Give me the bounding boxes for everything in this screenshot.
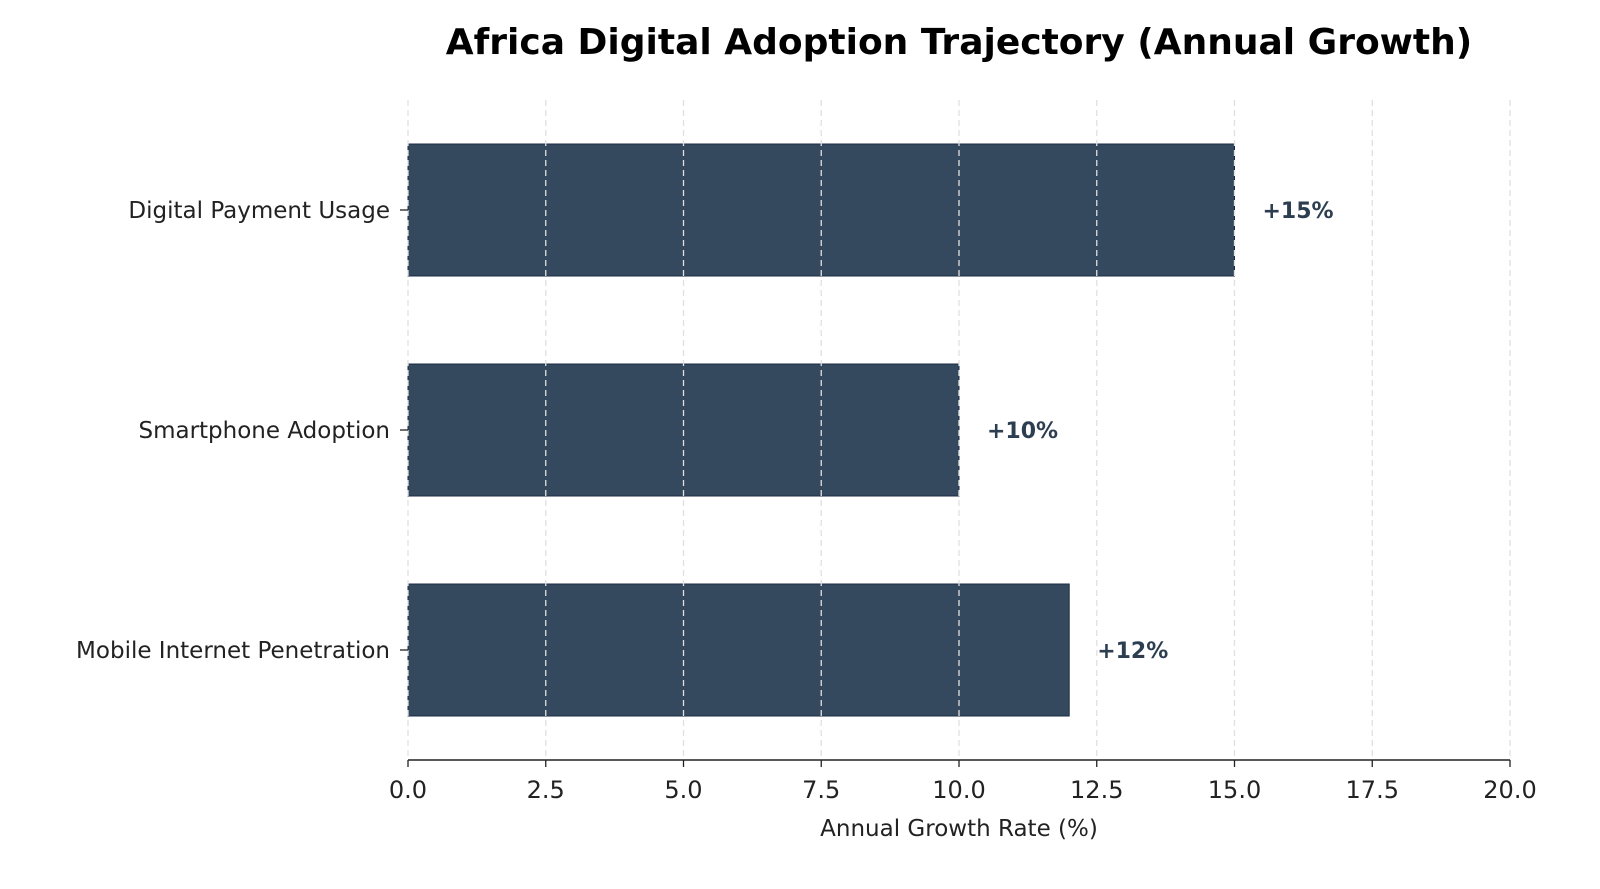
chart-title: Africa Digital Adoption Trajectory (Annu… — [446, 22, 1472, 63]
axes: 0.0 2.5 5.0 7.5 10.0 12.5 15.0 17.5 20.0 Mobile I… — [76, 198, 1537, 804]
x-axis-label: Annual Growth Rate (%) — [820, 816, 1098, 842]
x-tick-label: 15.0 — [1208, 776, 1261, 804]
data-label: +15% — [1263, 199, 1334, 224]
y-tick-label: Mobile Internet Penetration — [76, 638, 390, 664]
x-tick-label: 0.0 — [389, 776, 427, 804]
bar — [407, 583, 1070, 717]
data-label: +10% — [987, 419, 1058, 444]
y-tick-label: Digital Payment Usage — [128, 198, 390, 224]
y-tick-label: Smartphone Adoption — [138, 418, 390, 444]
x-tick-label: 12.5 — [1070, 776, 1123, 804]
x-tick-label: 7.5 — [802, 776, 840, 804]
x-tick-label: 5.0 — [664, 776, 702, 804]
x-tick-label: 20.0 — [1483, 776, 1536, 804]
x-tick-label: 10.0 — [932, 776, 985, 804]
x-tick-label: 2.5 — [527, 776, 565, 804]
x-tick-label: 17.5 — [1346, 776, 1399, 804]
gridlines — [407, 100, 1511, 760]
bars: +12% +10% +15% — [407, 143, 1334, 717]
data-label: +12% — [1097, 639, 1168, 664]
